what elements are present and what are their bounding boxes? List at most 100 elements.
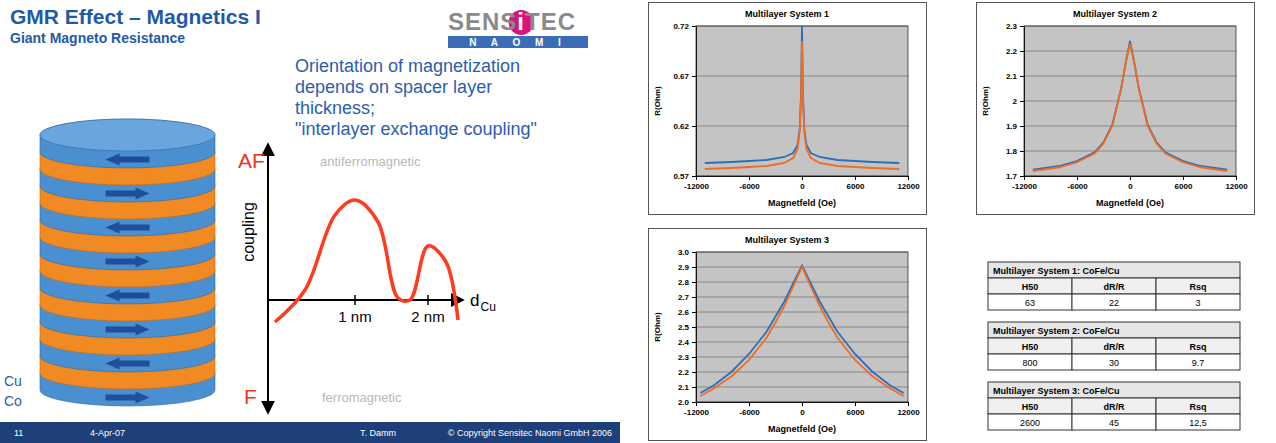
chart-panel: Multilayer System 2R(Ohm)Magnetfeld (Oe)… xyxy=(977,3,1255,215)
stack-label: Co xyxy=(4,393,22,409)
footer-author: T. Damm xyxy=(360,428,396,438)
table-header-cell xyxy=(1156,398,1240,414)
table: Multilayer System 1: CoFe/CuH50dR/RRsq63… xyxy=(988,262,1240,310)
y-tick: 2.5 xyxy=(678,323,696,332)
y-tick-mark xyxy=(692,282,696,283)
table-header: Rsq xyxy=(1189,282,1206,292)
coupling-curve xyxy=(275,200,458,322)
grid-line xyxy=(1024,126,1236,127)
chart-title: Multilayer System 3 xyxy=(745,235,829,245)
grid-line xyxy=(696,372,908,373)
y-tick-mark xyxy=(692,26,696,27)
stack-label: Cu xyxy=(4,373,22,389)
logo-bar xyxy=(448,36,588,48)
x-tick-label: 12000 xyxy=(897,182,920,191)
table-title: Multilayer System 2: CoFe/Cu xyxy=(993,326,1120,336)
table-cell xyxy=(988,354,1072,370)
y-tick-label: 0.57 xyxy=(673,172,689,181)
table-title: Multilayer System 1: CoFe/Cu xyxy=(993,266,1120,276)
y-tick-label: 2.3 xyxy=(678,353,690,362)
x-tick-mark xyxy=(1183,176,1184,180)
logo-text: SENSiTEC xyxy=(448,8,576,35)
table-value: 9.7 xyxy=(1192,358,1205,368)
footer-date: 4-Apr-07 xyxy=(90,428,125,438)
table-header: dR/R xyxy=(1104,282,1125,292)
x-tick-label: -6000 xyxy=(739,182,760,191)
y-axis: 2.02.12.22.32.42.52.62.72.82.93.0 xyxy=(678,248,697,407)
thickness-axis-label-sub: Cu xyxy=(480,300,495,314)
y-tick-mark xyxy=(1020,51,1024,52)
chart-frame xyxy=(649,3,927,215)
table-header-cell xyxy=(1072,338,1156,354)
y-tick: 0.57 xyxy=(673,172,696,181)
y-tick: 2.8 xyxy=(678,278,696,287)
f-label: F xyxy=(244,385,257,408)
x-tick-mark xyxy=(855,402,856,406)
x-tick-label: 12000 xyxy=(1225,182,1248,191)
plot-marks xyxy=(705,26,899,169)
page-number: 11 xyxy=(14,428,23,438)
table-title-cell xyxy=(988,322,1240,338)
plot-marks xyxy=(700,266,903,397)
table-header-cell xyxy=(988,398,1072,414)
y-tick-label: 1.9 xyxy=(1006,122,1018,131)
slide-subtitle: Giant Magneto Resistance xyxy=(10,30,185,46)
y-tick-mark xyxy=(692,402,696,403)
x-tick: 12000 xyxy=(897,176,920,191)
grid-line xyxy=(1024,151,1236,152)
y-tick: 1.7 xyxy=(1006,172,1024,181)
y-tick-mark xyxy=(692,267,696,268)
body-text: depends on spacer layer xyxy=(295,77,492,97)
af-note: antiferromagnetic xyxy=(320,154,421,169)
table-value: 30 xyxy=(1109,358,1119,368)
x-axis-line xyxy=(697,177,909,181)
x-tick-label: -6000 xyxy=(739,408,760,417)
data-line xyxy=(1033,41,1227,170)
grid-line xyxy=(696,126,908,127)
y-axis-title: R(Ohm) xyxy=(981,86,990,116)
y-tick-label: 0.62 xyxy=(673,122,689,131)
x-tick-label: 12000 xyxy=(897,408,920,417)
data-line xyxy=(1033,44,1227,172)
data-line xyxy=(705,41,899,169)
x-tick-mark xyxy=(1236,176,1237,180)
magnetization-arrow xyxy=(106,222,150,234)
x-tick: 12000 xyxy=(897,402,920,417)
y-tick-mark xyxy=(692,76,696,77)
x-tick-label: -6000 xyxy=(1067,182,1088,191)
table-header: Rsq xyxy=(1189,342,1206,352)
y-tick: 2.3 xyxy=(1006,22,1024,31)
y-tick-label: 2.2 xyxy=(678,368,690,377)
table-title: Multilayer System 3: CoFe/Cu xyxy=(993,386,1120,396)
y-axis-title: R(Ohm) xyxy=(653,312,662,342)
y-tick: 3.0 xyxy=(678,248,696,257)
x-tick: 0 xyxy=(800,176,805,191)
magnetization-arrow xyxy=(106,324,150,336)
x-tick: -6000 xyxy=(739,402,760,417)
data-line xyxy=(700,267,903,396)
y-tick-label: 2.3 xyxy=(1006,22,1018,31)
thickness-tick-label: 1 nm xyxy=(338,308,371,325)
table-value: 800 xyxy=(1022,358,1037,368)
x-axis-line xyxy=(1025,177,1237,181)
y-tick-mark xyxy=(1020,26,1024,27)
x-tick-mark xyxy=(908,402,909,406)
x-tick-mark xyxy=(802,402,803,406)
grid-line xyxy=(696,327,908,328)
table-header-cell xyxy=(1156,278,1240,294)
body-text: thickness; xyxy=(295,98,375,118)
magnetization-arrow xyxy=(106,188,150,200)
x-axis-title: Magnetfeld (Oe) xyxy=(768,198,836,208)
table-header: dR/R xyxy=(1104,342,1125,352)
logo-subtext: N A O M I xyxy=(469,37,567,48)
y-tick-mark xyxy=(692,357,696,358)
table-header-cell xyxy=(1072,278,1156,294)
page: GMR Effect – Magnetics IGiant Magneto Re… xyxy=(0,0,1276,443)
magnetization-arrow xyxy=(106,154,150,166)
y-tick-label: 2.0 xyxy=(678,398,690,407)
table-cell xyxy=(1072,354,1156,370)
chart-frame xyxy=(649,229,927,441)
y-tick: 2.1 xyxy=(678,383,696,392)
plot-marks xyxy=(1033,41,1227,171)
table-cell xyxy=(1072,414,1156,430)
